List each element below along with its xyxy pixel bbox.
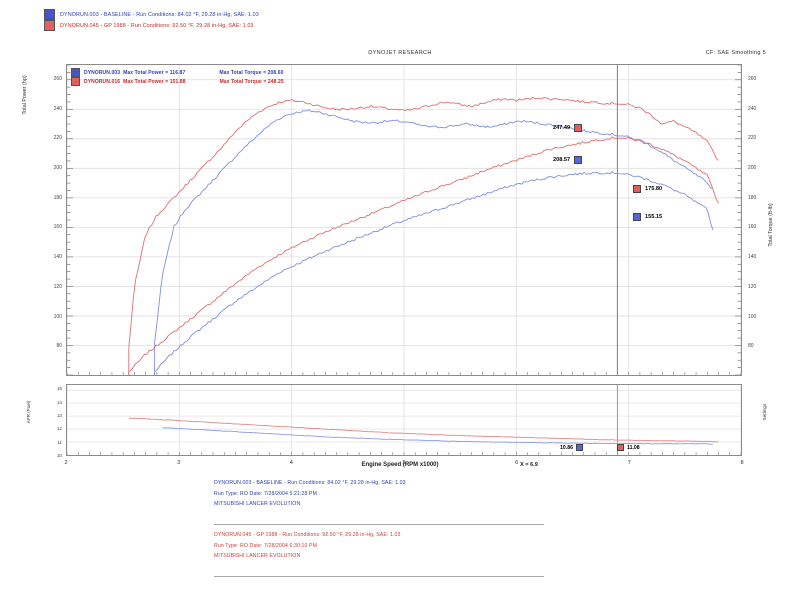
- peak-value-blue-torque: 208.57: [553, 157, 571, 163]
- peak-label-red-torque: 247.49: [553, 124, 583, 132]
- afr-value-red: 11.08: [627, 444, 640, 451]
- run-summary-block: DYNORUN.003 Max Total Power = 116.87 Max…: [71, 68, 284, 86]
- footer-vehicle-red: MITSUBISHI LANCER EVOLUTION: [214, 553, 301, 559]
- peak-marker-red-torque: [574, 124, 583, 132]
- main-plot-area: DYNORUN.003 Max Total Power = 116.87 Max…: [66, 64, 742, 376]
- cursor-marker-blue-power: [633, 213, 641, 221]
- right-tick-120: 120: [748, 283, 757, 290]
- x-tick-5: 5: [402, 460, 406, 466]
- left-tick-220: 220: [53, 135, 62, 142]
- left-axis-title: Total Power (hp): [22, 75, 28, 115]
- peak-value-red-torque: 247.49: [553, 125, 571, 131]
- footer-block-blue: DYNORUN.003 - BASELINE - Run Conditions:…: [214, 478, 406, 510]
- right-tick-200: 200: [748, 165, 757, 171]
- right-tick-140: 140: [748, 254, 757, 261]
- right-tick-180: 180: [748, 194, 757, 201]
- afr-tick-14: 14: [56, 399, 62, 405]
- left-tick-80: 80: [56, 343, 62, 350]
- afr-right-axis-title: Settings: [762, 403, 767, 421]
- cursor-value-red-power: 175.80: [645, 186, 663, 192]
- afr-tick-13: 13: [56, 413, 62, 418]
- run-color-swatch-red: [44, 20, 55, 31]
- left-tick-160: 160: [53, 224, 62, 231]
- run-legend: DYNORUN.003 - BASELINE - Run Conditions:…: [44, 9, 464, 31]
- afr-plot-area: [66, 384, 742, 456]
- run-legend-label-red: DYNORUN.045 - GP 1988 - Run Conditions: …: [60, 22, 254, 29]
- x-tick-3: 3: [177, 460, 181, 466]
- peak-marker-blue-torque: [574, 156, 583, 164]
- cursor-label-blue-power: 155.15: [633, 213, 662, 221]
- left-tick-180: 180: [53, 194, 62, 201]
- summary-run-red: DYNORUN.016: [84, 78, 121, 85]
- summary-torque-blue: Max Total Torque = 208.60: [219, 69, 284, 76]
- plot-curves: [128, 96, 719, 375]
- right-tick-260: 260: [748, 75, 757, 82]
- afr-value-blue: 10.86: [560, 444, 573, 451]
- afr-readout-blue: 10.86: [560, 444, 586, 451]
- afr-gridlines: [67, 385, 741, 455]
- x-tick-7: 7: [627, 460, 631, 466]
- summary-swatch-red: [71, 77, 80, 86]
- summary-row-blue: DYNORUN.003 Max Total Power = 116.87 Max…: [71, 68, 284, 77]
- summary-torque-red: Max Total Torque = 248.25: [219, 78, 284, 85]
- cursor-value-blue-power: 155.15: [645, 214, 663, 220]
- right-tick-220: 220: [748, 135, 757, 142]
- footer-run-blue: DYNORUN.003 - BASELINE - Run Conditions:…: [214, 480, 406, 486]
- summary-power-red: Max Total Power = 151.88: [123, 78, 186, 85]
- left-tick-240: 240: [53, 105, 62, 112]
- footer-divider-top: [214, 524, 544, 525]
- summary-power-blue: Max Total Power = 116.87: [123, 69, 186, 76]
- main-plot-svg: [67, 65, 741, 375]
- afr-left-axis-title: AFR (Fuel): [26, 400, 31, 424]
- summary-row-red: DYNORUN.016 Max Total Power = 151.88 Max…: [71, 77, 284, 86]
- afr-marker-blue: [575, 444, 583, 451]
- right-axis-title: Total Torque (ft-lb): [768, 203, 774, 247]
- afr-curves: [128, 417, 719, 445]
- afr-tick-12: 12: [56, 426, 62, 432]
- chart-title: DYNOJET RESEARCH: [368, 50, 432, 56]
- footer-run-red: DYNORUN.045 - GP 1988 - Run Conditions: …: [214, 532, 401, 538]
- afr-tick-11: 11: [57, 439, 62, 445]
- run-legend-label-blue: DYNORUN.003 - BASELINE - Run Conditions:…: [60, 11, 259, 18]
- correction-factor-label: CF: SAE Smoothing 5: [705, 50, 766, 56]
- plot-gridlines: [67, 65, 741, 375]
- afr-tick-15: 15: [56, 386, 62, 392]
- left-tick-100: 100: [53, 313, 62, 320]
- left-tick-140: 140: [53, 254, 62, 261]
- x-tick-2: 2: [64, 460, 68, 466]
- x-tick-6: 6: [515, 460, 519, 466]
- afr-tick-10: 10: [56, 453, 62, 458]
- peak-label-blue-torque: 208.57: [553, 156, 583, 164]
- summary-run-blue: DYNORUN.003: [84, 69, 121, 76]
- left-tick-120: 120: [53, 283, 62, 290]
- run-color-swatch-blue: [44, 9, 55, 20]
- cursor-x-readout: X = 6.9: [520, 462, 538, 468]
- afr-readout-red: 11.08: [614, 444, 640, 451]
- right-tick-160: 160: [748, 224, 757, 231]
- afr-plot-svg: [67, 385, 741, 455]
- footer-divider-bottom: [214, 576, 544, 577]
- summary-swatch-blue: [71, 68, 80, 77]
- left-tick-260: 260: [53, 75, 62, 82]
- left-tick-200: 200: [53, 165, 62, 171]
- cursor-label-red-power: 175.80: [633, 185, 662, 193]
- right-tick-100: 100: [748, 313, 757, 320]
- x-tick-8: 8: [740, 460, 744, 466]
- footer-block-red: DYNORUN.045 - GP 1988 - Run Conditions: …: [214, 530, 401, 562]
- plot-axis-ticks: [67, 65, 741, 375]
- run-legend-item: DYNORUN.003 - BASELINE - Run Conditions:…: [44, 9, 464, 20]
- right-tick-240: 240: [748, 105, 757, 112]
- footer-date-red: Run Type: RO Date: 7/28/2004 6:30:10 PM: [214, 542, 318, 549]
- x-tick-4: 4: [289, 460, 293, 466]
- afr-marker-red: [617, 444, 624, 451]
- cursor-marker-red-power: [633, 185, 641, 193]
- run-legend-item: DYNORUN.045 - GP 1988 - Run Conditions: …: [44, 20, 464, 31]
- x-axis-title: Engine Speed (RPM x1000): [361, 462, 439, 468]
- footer-date-blue: Run Type: RO Date: 7/28/2004 5:21:28 PM: [214, 490, 318, 497]
- right-tick-80: 80: [748, 343, 754, 350]
- footer-vehicle-blue: MITSUBISHI LANCER EVOLUTION: [214, 501, 301, 507]
